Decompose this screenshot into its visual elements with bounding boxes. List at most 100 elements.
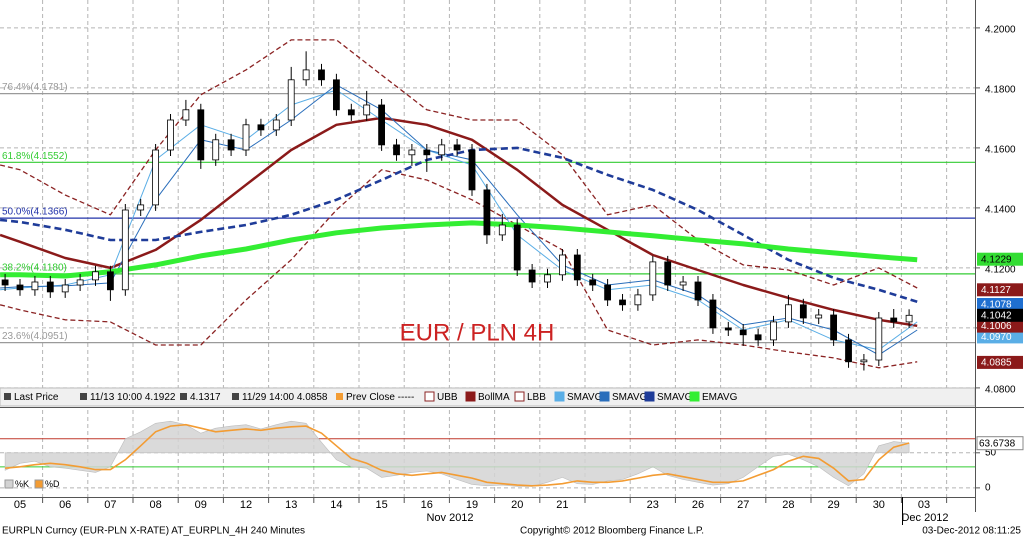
legend-swatch xyxy=(689,391,700,402)
overlay-line xyxy=(0,169,918,369)
price-tag-label: 4.1042 xyxy=(981,310,1012,321)
x-tick-label: 03 xyxy=(918,499,930,511)
legend-label: SMAVG xyxy=(567,392,603,403)
candle-body xyxy=(423,149,431,156)
candle-body xyxy=(559,254,566,276)
candle-body xyxy=(347,109,355,116)
candle-body xyxy=(770,321,777,341)
candle-body xyxy=(664,261,672,286)
month-label: Dec 2012 xyxy=(901,512,948,524)
footer-left: EURPLN Curncy (EUR-PLN X-RATE) AT_EURPLN… xyxy=(2,526,305,537)
x-tick-label: 26 xyxy=(692,499,704,511)
candle-body xyxy=(453,144,461,151)
candle-body xyxy=(799,304,807,319)
legend-icon xyxy=(80,393,87,400)
candle-body xyxy=(875,317,883,361)
legend-label: SMAVG xyxy=(612,392,648,403)
legend-label: UBB xyxy=(437,392,458,403)
x-tick-label: 06 xyxy=(59,499,71,511)
overlay-line xyxy=(0,89,918,351)
candle-body xyxy=(724,327,732,331)
y-tick-label: 4.2000 xyxy=(985,25,1016,36)
legend-swatch xyxy=(644,391,655,402)
legend-icon xyxy=(232,393,239,400)
candle-body xyxy=(92,271,99,281)
price-tag xyxy=(977,308,1023,322)
y-tick-label: 4.1600 xyxy=(985,145,1016,156)
candle-body xyxy=(905,314,913,323)
overlay-line xyxy=(0,39,918,289)
x-tick-label: 19 xyxy=(466,499,478,511)
y-tick-label: 4.1800 xyxy=(985,85,1016,96)
candle-body xyxy=(287,79,295,121)
candle-body xyxy=(634,294,642,306)
legend-text: Prev Close ----- xyxy=(346,392,414,403)
oscillator: 0 50 %K %D 63.6738 xyxy=(0,420,1024,494)
price-tag-label: 4.0885 xyxy=(981,358,1012,369)
legend-swatch xyxy=(514,391,525,402)
x-tick-label: 13 xyxy=(285,499,297,511)
overlay-line xyxy=(0,220,918,279)
candle-body xyxy=(815,314,823,319)
x-tick-label: 23 xyxy=(647,499,659,511)
legend-label: SMAVG xyxy=(657,392,693,403)
x-tick-label: 15 xyxy=(375,499,387,511)
price-tag xyxy=(977,283,1023,297)
y-tick-label: 50 xyxy=(985,447,997,458)
x-tick-label: 30 xyxy=(873,499,885,511)
legend-label: BollMA xyxy=(478,392,510,403)
legend-label: EMAVG xyxy=(702,392,738,403)
price-tag-label: 4.1078 xyxy=(981,300,1012,311)
legend-swatch xyxy=(4,479,14,489)
legend-text: 11/13 10:00 4.1922 xyxy=(90,392,176,403)
x-axis: 05 06 07 08 09 12 13 14 15 16 19 20 21 23 26 27 28 29 30 03 xyxy=(14,497,948,511)
candle-body xyxy=(182,109,190,121)
candle-body xyxy=(378,104,386,146)
candle-body xyxy=(754,334,762,341)
y-tick-label: 4.0800 xyxy=(985,385,1016,396)
candle-body xyxy=(544,274,551,283)
candle-body xyxy=(845,339,852,363)
candle-body xyxy=(137,204,145,211)
candle-body xyxy=(227,139,235,151)
x-tick-label: 09 xyxy=(195,499,207,511)
d-line xyxy=(5,423,910,487)
osc-tag-label: 63.6738 xyxy=(979,438,1016,449)
k-area xyxy=(4,420,910,487)
price-tag-label: 4.1229 xyxy=(981,254,1012,265)
legend-swatch xyxy=(554,391,565,402)
candle-body xyxy=(619,299,626,306)
price-tag xyxy=(977,355,1023,369)
candle-body xyxy=(31,281,39,291)
candle-body xyxy=(16,284,24,291)
legend-text: Last Price xyxy=(14,392,59,403)
footer-center: Copyright© 2012 Bloomberg Finance L.P. xyxy=(520,526,704,537)
x-tick-label: 08 xyxy=(149,499,161,511)
price-tag-label: 4.0970 xyxy=(981,332,1012,343)
candle-body xyxy=(333,79,340,111)
candle-body xyxy=(272,119,280,131)
candle-body xyxy=(212,139,220,161)
x-tick-label: 21 xyxy=(556,499,568,511)
candle-body xyxy=(438,144,446,156)
x-tick-label: 27 xyxy=(737,499,749,511)
osc-tag xyxy=(976,436,1024,451)
candle-body xyxy=(197,109,205,161)
price-tag-label: 4.1006 xyxy=(981,321,1012,332)
legend-label: %K xyxy=(15,479,29,489)
overlay-line xyxy=(0,146,918,304)
x-tick-label: 14 xyxy=(330,499,342,511)
candle-body xyxy=(604,284,612,301)
price-tag xyxy=(977,252,1023,266)
candle-body xyxy=(152,149,160,206)
price-tag xyxy=(977,319,1023,333)
candle-body xyxy=(318,69,325,81)
candle-body xyxy=(76,279,84,286)
x-tick-label: 16 xyxy=(421,499,433,511)
candle-body xyxy=(257,124,265,131)
y-tick-label: 0 xyxy=(985,483,991,494)
candle-body xyxy=(649,261,657,296)
candle-body xyxy=(107,271,114,291)
candle-body xyxy=(363,104,371,116)
